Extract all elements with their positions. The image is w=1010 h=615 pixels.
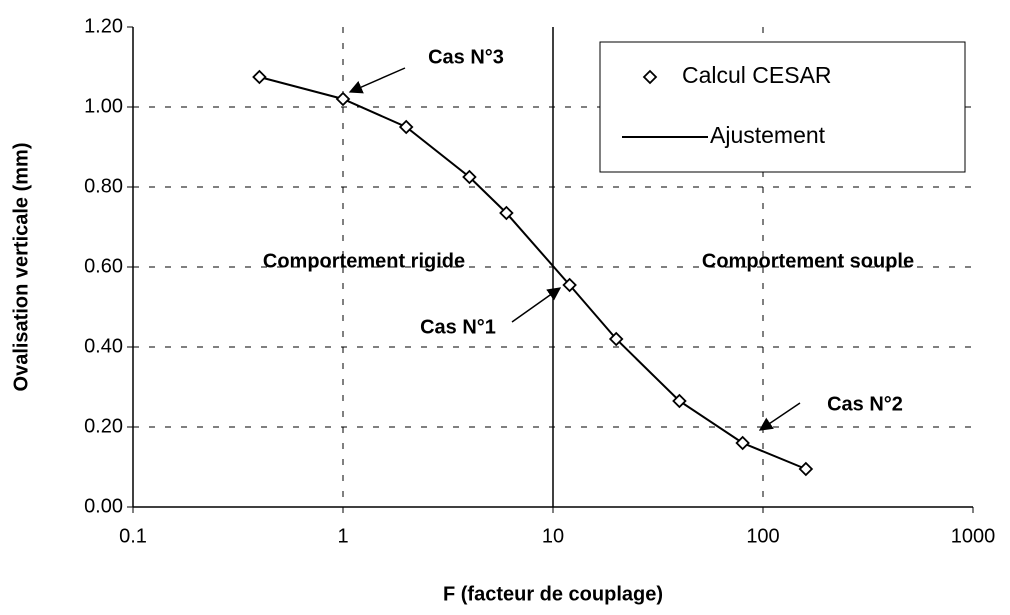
x-tick-label: 1 — [337, 525, 348, 547]
x-tick-label: 0.1 — [119, 525, 147, 547]
data-point — [462, 169, 477, 185]
region-label: Comportement rigide — [263, 250, 465, 272]
y-tick-label: 1.00 — [84, 95, 123, 117]
x-tick-label: 100 — [746, 525, 779, 547]
fit-line — [259, 76, 807, 470]
x-axis-title: F (facteur de couplage) — [443, 583, 663, 605]
y-tick-label: 0.80 — [84, 175, 123, 197]
annotation: Cas N°2 — [827, 393, 903, 415]
y-tick-label: 1.20 — [84, 15, 123, 37]
data-point — [252, 69, 267, 85]
data-point — [335, 91, 351, 107]
data-point — [608, 331, 624, 347]
data-point — [398, 119, 414, 135]
arrow — [348, 67, 406, 94]
legend-label: Ajustement — [710, 122, 826, 148]
annotation: Cas N°1 — [420, 316, 496, 338]
region-label: Comportement souple — [702, 250, 914, 272]
y-axis-title: Ovalisation verticale (mm) — [10, 143, 32, 392]
arrow — [511, 287, 562, 323]
y-tick-label: 0.20 — [84, 415, 123, 437]
y-tick-label: 0.00 — [84, 495, 123, 517]
legend-box — [599, 41, 966, 173]
y-tick-label: 0.60 — [84, 255, 123, 277]
annotation: Cas N°3 — [428, 46, 504, 68]
arrow — [758, 402, 801, 431]
data-point — [798, 461, 814, 477]
plot: 0.00 0.20 0.40 0.60 0.80 1.00 1.20 0.1 1 10 100 100… — [84, 15, 995, 547]
legend-marker — [642, 69, 658, 85]
data-point — [562, 277, 577, 293]
x-tick-label: 10 — [542, 525, 564, 547]
x-tick-label: 1000 — [951, 525, 996, 547]
y-tick-label: 0.40 — [84, 335, 123, 357]
data-point — [499, 205, 514, 221]
data-point — [672, 393, 687, 409]
legend-label: Calcul CESAR — [682, 62, 832, 88]
data-point — [735, 435, 750, 451]
